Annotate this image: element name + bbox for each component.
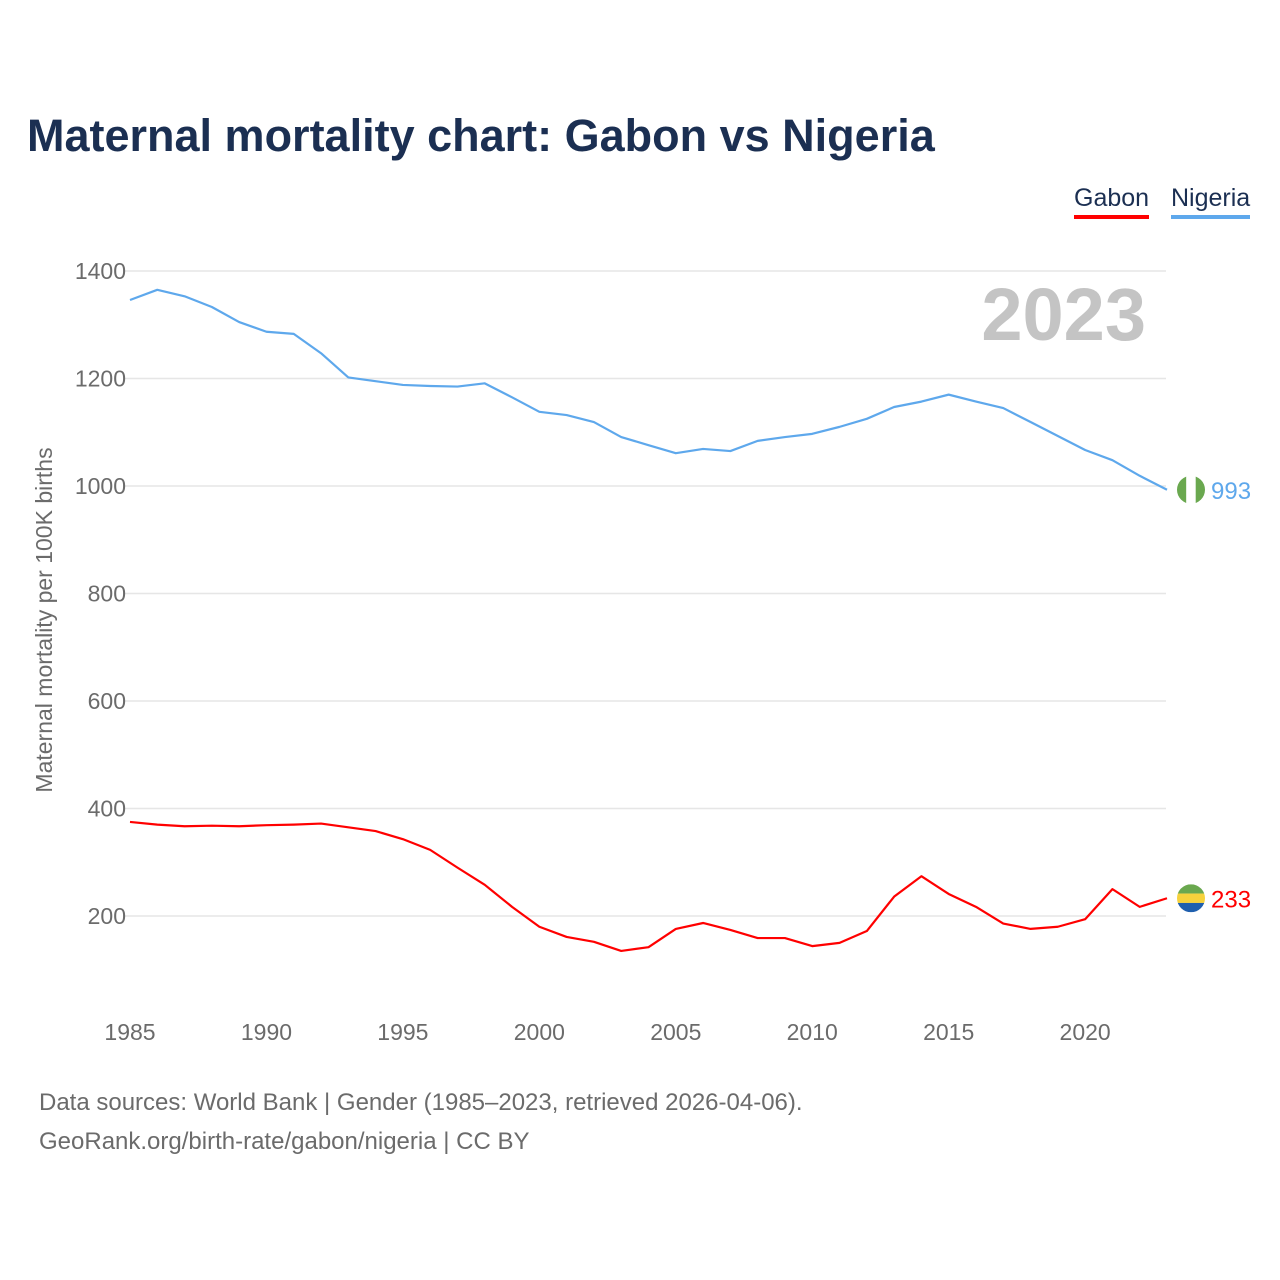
flag-stripe — [1195, 475, 1205, 504]
series-line-nigeria — [129, 288, 1168, 491]
x-tick-label: 2010 — [787, 1019, 838, 1045]
flag-stripe — [1177, 893, 1205, 903]
y-tick-label: 1200 — [75, 366, 126, 392]
y-tick-label: 800 — [88, 581, 126, 607]
series-line-gabon — [129, 820, 1168, 953]
y-tick-label: 1400 — [75, 258, 126, 284]
x-tick-label: 2005 — [650, 1019, 701, 1045]
y-tick-label: 200 — [88, 903, 126, 929]
x-tick-label: 2015 — [923, 1019, 974, 1045]
x-tick-label: 2000 — [514, 1019, 565, 1045]
end-value-gabon: 233 — [1211, 886, 1251, 913]
y-tick-label: 600 — [88, 688, 126, 714]
y-axis-label: Maternal mortality per 100K births — [31, 447, 57, 792]
footer-link[interactable]: GeoRank.org/birth-rate/gabon/nigeria | C… — [39, 1128, 530, 1155]
y-tick-label: 1000 — [75, 473, 126, 499]
x-tick-label: 2020 — [1060, 1019, 1111, 1045]
flag-stripe — [1177, 475, 1187, 504]
year-label: 2023 — [981, 273, 1146, 356]
footer-source: Data sources: World Bank | Gender (1985–… — [39, 1089, 803, 1116]
end-value-nigeria: 993 — [1211, 478, 1251, 505]
x-tick-label: 1990 — [241, 1019, 292, 1045]
y-tick-label: 400 — [88, 796, 126, 822]
x-tick-label: 1995 — [377, 1019, 428, 1045]
flag-stripe — [1177, 884, 1205, 894]
x-tick-label: 1985 — [104, 1019, 155, 1045]
flag-stripe — [1177, 902, 1205, 913]
flag-stripe — [1186, 475, 1196, 504]
chart-title: Maternal mortality chart: Gabon vs Niger… — [27, 110, 935, 161]
legend-nigeria[interactable]: Nigeria — [1171, 184, 1251, 219]
flag-gabon-icon — [1177, 884, 1205, 913]
flag-nigeria-icon — [1177, 475, 1205, 504]
legend-gabon[interactable]: Gabon — [1074, 184, 1150, 219]
